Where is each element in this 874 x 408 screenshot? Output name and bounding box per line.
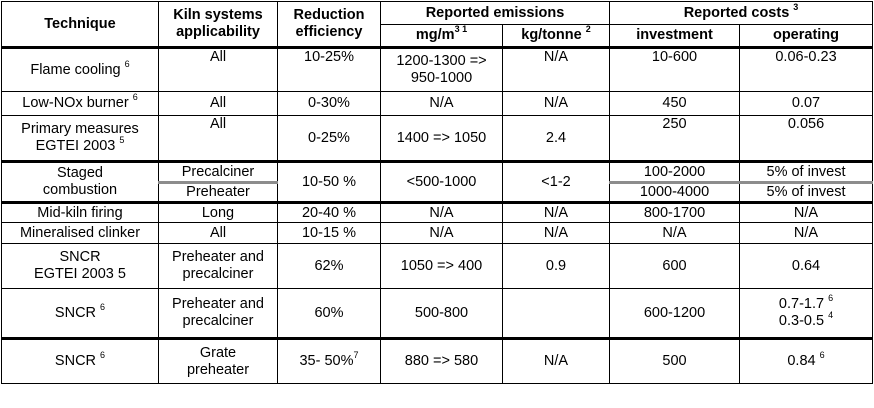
- cell-kg: [502, 288, 610, 339]
- cell-investment: 450: [609, 91, 740, 116]
- cell-reduction: 60%: [277, 288, 381, 339]
- header-kiln-systems: Kiln systems applicability: [158, 1, 278, 49]
- cell-operating-b: 5% of invest: [738, 182, 874, 203]
- table-row-sncr-preheater: SNCR 6 Preheater and precalciner 60% 500-…: [1, 288, 874, 339]
- cell-operating: 0.64: [738, 243, 874, 289]
- cell-operating: 0.84 6: [738, 337, 874, 384]
- cell-kiln-preheater: Preheater: [158, 182, 278, 203]
- cell-kiln: All: [158, 115, 278, 162]
- cell-kg: N/A: [502, 222, 610, 244]
- cell-investment: 800-1700: [609, 201, 740, 223]
- cell-operating: N/A: [738, 201, 874, 223]
- cell-operating: 0.07: [738, 91, 874, 116]
- header-operating: operating: [738, 24, 874, 49]
- cell-investment-b: 1000-4000: [609, 182, 740, 203]
- cell-investment: 250: [609, 115, 740, 162]
- header-row-2: mg/m3 1 kg/tonne 2 investment operating: [2, 24, 874, 49]
- cell-kg: <1-2: [502, 160, 610, 203]
- cell-kiln: All: [158, 47, 278, 92]
- table-row-primary-measures: Primary measures EGTEI 2003 5 All 0-25% 1…: [1, 115, 874, 162]
- cell-reduction: 35- 50%7: [277, 337, 381, 384]
- cell-kg: 2.4: [502, 115, 610, 162]
- cell-kg: 0.9: [502, 243, 610, 289]
- cell-kg: N/A: [502, 47, 610, 92]
- table-row-sncr-grate: SNCR 6 Grate preheater 35- 50%7 880 => 58…: [1, 337, 874, 384]
- cell-technique: Mineralised clinker: [1, 222, 159, 244]
- cell-mg: 1050 => 400: [380, 243, 503, 289]
- cell-kiln: Preheater and precalciner: [158, 243, 278, 289]
- cell-kg: N/A: [502, 201, 610, 223]
- cell-technique: Mid-kiln firing: [1, 201, 159, 223]
- cell-mg: 1200-1300 => 950-1000: [380, 47, 503, 92]
- cell-technique: SNCR EGTEI 2003 5: [1, 243, 159, 289]
- cell-kg: N/A: [502, 337, 610, 384]
- cell-reduction: 62%: [277, 243, 381, 289]
- cell-investment-a: 100-2000: [609, 160, 740, 184]
- cell-reduction: 0-30%: [277, 91, 381, 116]
- cell-mg: N/A: [380, 91, 503, 116]
- cell-kiln: All: [158, 91, 278, 116]
- cell-reduction: 10-15 %: [277, 222, 381, 244]
- cell-investment: 10-600: [609, 47, 740, 92]
- table-row-mid-kiln-firing: Mid-kiln firing Long 20-40 % N/A N/A 800…: [1, 201, 874, 223]
- cell-investment: 600-1200: [609, 288, 740, 339]
- cell-investment: 500: [609, 337, 740, 384]
- cell-operating: 0.056: [738, 115, 874, 162]
- cell-operating: 0.7-1.7 6 0.3-0.5 4: [738, 288, 874, 339]
- cell-mg: N/A: [380, 201, 503, 223]
- cell-reduction: 10-25%: [277, 47, 381, 92]
- cell-technique: Staged combustion: [1, 160, 159, 203]
- cell-mg: N/A: [380, 222, 503, 244]
- cell-mg: 1400 => 1050: [380, 115, 503, 162]
- cell-operating: 0.06-0.23: [738, 47, 874, 92]
- cell-investment: N/A: [609, 222, 740, 244]
- header-kg-tonne: kg/tonne 2: [502, 24, 610, 49]
- cell-reduction: 0-25%: [277, 115, 381, 162]
- nox-reduction-techniques-table: Technique Kiln systems applicability Redu…: [1, 1, 874, 384]
- header-row-1: Technique Kiln systems applicability Redu…: [1, 1, 874, 49]
- header-mg-m3: mg/m3 1: [380, 24, 503, 49]
- cell-technique: Flame cooling 6: [1, 47, 159, 92]
- cell-investment: 600: [609, 243, 740, 289]
- cell-mg: 500-800: [380, 288, 503, 339]
- cell-kg: N/A: [502, 91, 610, 116]
- cell-technique: SNCR 6: [1, 288, 159, 339]
- cell-kiln: Long: [158, 201, 278, 223]
- table-row-staged-combustion-a: Staged combustion Precalciner 10-50 % <50…: [1, 160, 874, 203]
- header-reported-costs: Reported costs 3: [608, 1, 874, 25]
- table-row-sncr-egtei: SNCR EGTEI 2003 5 Preheater and precalcine…: [1, 243, 874, 289]
- header-technique: Technique: [1, 1, 159, 49]
- cell-operating: N/A: [738, 222, 874, 244]
- cell-technique: Primary measures EGTEI 2003 5: [1, 115, 159, 162]
- cell-technique: Low-NOx burner 6: [1, 91, 159, 116]
- header-reduction-efficiency: Reduction efficiency: [277, 1, 381, 49]
- header-reported-emissions: Reported emissions: [380, 1, 610, 25]
- cell-kiln: Grate preheater: [158, 337, 278, 384]
- cell-kiln: Preheater and precalciner: [158, 288, 278, 339]
- cell-technique: SNCR 6: [1, 337, 159, 384]
- cell-mg: 880 => 580: [380, 337, 503, 384]
- cell-kiln-precalciner: Precalciner: [158, 160, 278, 184]
- cell-kiln: All: [158, 222, 278, 244]
- cell-operating-a: 5% of invest: [738, 160, 874, 184]
- cell-mg: <500-1000: [380, 160, 503, 203]
- header-investment: investment: [609, 24, 740, 49]
- table-row-low-nox-burner: Low-NOx burner 6 All 0-30% N/A N/A 450 0…: [1, 91, 874, 116]
- cell-reduction: 10-50 %: [277, 160, 381, 203]
- table-row-flame-cooling: Flame cooling 6 All 10-25% 1200-1300 => 9…: [1, 47, 874, 92]
- cell-reduction: 20-40 %: [277, 201, 381, 223]
- table-row-mineralised-clinker: Mineralised clinker All 10-15 % N/A N/A …: [1, 222, 874, 244]
